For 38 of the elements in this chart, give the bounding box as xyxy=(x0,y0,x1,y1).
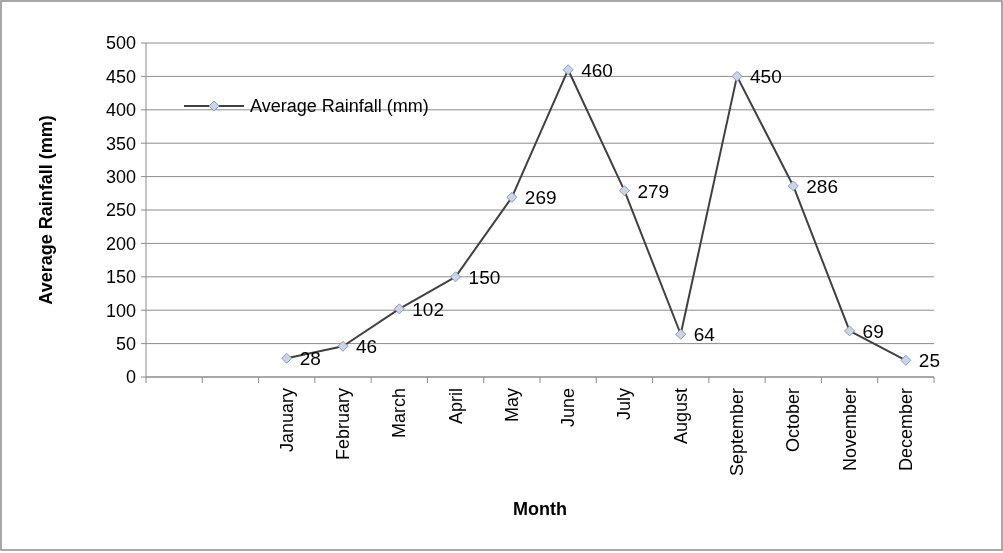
data-label: 25 xyxy=(918,350,940,372)
y-tick-label: 450 xyxy=(105,66,136,87)
x-tick-label: September xyxy=(727,388,747,477)
y-tick-label: 150 xyxy=(105,267,136,288)
y-tick-label: 300 xyxy=(105,166,136,187)
data-label: 460 xyxy=(581,59,613,81)
x-tick-label: November xyxy=(839,388,860,472)
x-tick-label: February xyxy=(333,388,353,461)
data-label: 269 xyxy=(524,187,557,209)
data-label: 64 xyxy=(693,324,716,346)
x-tick-label: April xyxy=(445,388,466,425)
x-tick-label: July xyxy=(614,388,635,421)
data-label: 450 xyxy=(750,66,782,88)
x-axis-title: Month xyxy=(513,499,567,519)
x-tick-label: August xyxy=(670,388,691,445)
data-label: 69 xyxy=(862,320,884,342)
y-tick-label: 400 xyxy=(105,100,136,121)
data-label: 102 xyxy=(412,298,444,320)
y-tick-label: 100 xyxy=(105,300,136,321)
y-tick-label: 0 xyxy=(125,367,136,388)
y-axis-title: Average Rainfall (mm) xyxy=(36,115,56,305)
x-tick-label: June xyxy=(558,388,579,428)
y-tick-label: 500 xyxy=(105,33,136,54)
legend-label: Average Rainfall (mm) xyxy=(250,96,429,117)
x-tick-label: March xyxy=(389,388,410,439)
y-tick-label: 200 xyxy=(105,233,136,254)
x-tick-label: October xyxy=(783,388,804,453)
data-label: 279 xyxy=(637,180,670,202)
y-tick-label: 250 xyxy=(105,200,136,221)
x-tick-label: May xyxy=(501,388,522,423)
data-label: 46 xyxy=(356,336,378,358)
data-label: 150 xyxy=(468,266,501,288)
data-label: 286 xyxy=(806,175,838,197)
x-tick-label: December xyxy=(895,388,916,472)
y-tick-label: 350 xyxy=(105,133,136,154)
data-label: 28 xyxy=(299,348,321,370)
y-tick-label: 50 xyxy=(115,333,136,354)
x-tick-label: January xyxy=(276,388,297,453)
